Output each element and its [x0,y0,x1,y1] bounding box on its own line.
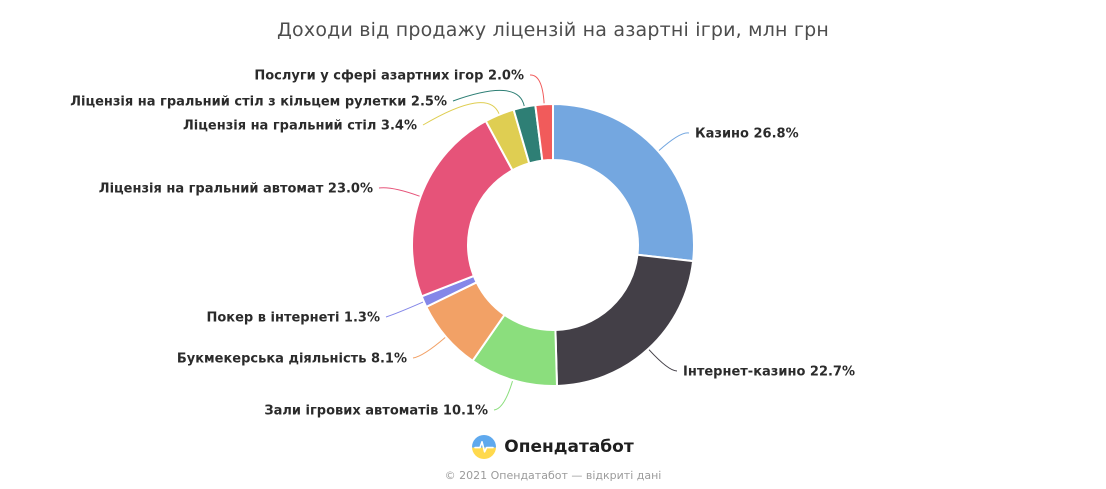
slice-label-5: Ліцензія на гральний автомат 23.0% [99,182,373,197]
copyright-text: © 2021 Опендатабот — відкриті дані [444,469,662,482]
label-line-2 [493,380,513,411]
logo[interactable]: Опендатабот [0,435,1106,459]
label-line-0 [658,132,690,151]
label-line-3 [412,337,446,359]
logo-text: Опендатабот [504,437,634,457]
label-line-1 [648,349,678,372]
pie-slice-1[interactable] [554,253,695,387]
pie-slice-8[interactable] [534,102,554,162]
label-line-5 [378,187,420,197]
pie-slice-0[interactable] [552,103,695,263]
slice-label-3: Букмекерська діяльність 8.1% [177,352,407,367]
opendatabot-logo-icon [472,435,497,459]
slice-label-7: Ліцензія на гральний стіл з кільцем руле… [70,95,447,110]
slice-label-2: Зали ігрових автоматів 10.1% [264,404,488,419]
pie-slice-5[interactable] [411,120,514,298]
chart-title: Доходи від продажу ліцензій на азартні і… [277,19,829,41]
slice-label-1: Інтернет-казино 22.7% [683,365,855,380]
slice-label-8: Послуги у сфері азартних ігор 2.0% [254,69,524,84]
label-line-7 [452,90,525,107]
label-line-8 [529,74,545,104]
slice-label-0: Казино 26.8% [695,127,799,142]
slice-label-4: Покер в інтернеті 1.3% [206,311,380,326]
label-line-6 [422,102,500,126]
slice-label-6: Ліцензія на гральний стіл 3.4% [183,119,417,134]
label-line-4 [385,301,424,318]
